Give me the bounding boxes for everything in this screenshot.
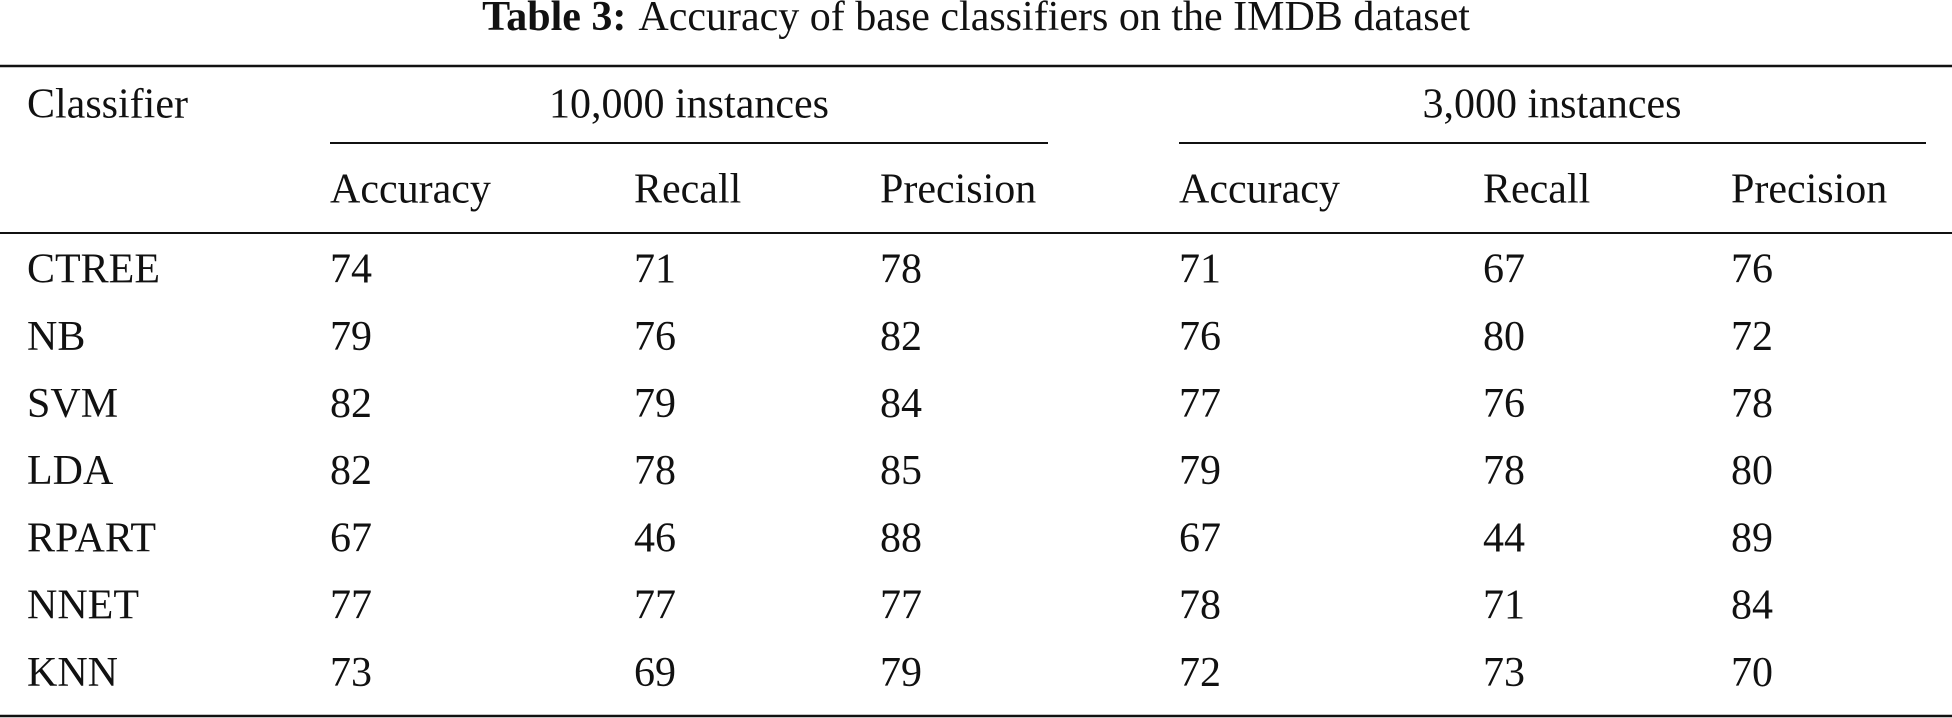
- group-header: 10,000 instances: [549, 82, 829, 128]
- column-header: Accuracy: [330, 167, 491, 213]
- cell: 71: [634, 247, 676, 293]
- cell: 73: [1483, 650, 1525, 696]
- cell: 82: [330, 381, 372, 427]
- cell: 84: [1731, 583, 1773, 629]
- cell: 78: [1483, 448, 1525, 494]
- cell: 76: [1483, 381, 1525, 427]
- caption: Table 3: Accuracy of base classifiers on …: [482, 0, 1470, 40]
- row-label: KNN: [27, 650, 118, 696]
- cell: 77: [634, 583, 676, 629]
- cell: 80: [1731, 448, 1773, 494]
- row-label: CTREE: [27, 247, 160, 293]
- cell: 67: [330, 515, 372, 561]
- cell: 77: [1179, 381, 1221, 427]
- cell: 46: [634, 515, 676, 561]
- cell: 76: [1179, 314, 1221, 360]
- cell: 89: [1731, 515, 1773, 561]
- column-header: Precision: [880, 167, 1036, 213]
- row-label: RPART: [27, 515, 156, 561]
- caption-text: Accuracy of base classifiers on the IMDB…: [638, 0, 1470, 40]
- cell: 78: [880, 247, 922, 293]
- cell: 88: [880, 515, 922, 561]
- cell: 67: [1483, 247, 1525, 293]
- cell: 78: [1179, 583, 1221, 629]
- column-header: Precision: [1731, 167, 1887, 213]
- caption-label: Table 3:: [482, 0, 626, 40]
- cell: 80: [1483, 314, 1525, 360]
- column-header: Recall: [1483, 167, 1590, 213]
- cell: 71: [1179, 247, 1221, 293]
- cell: 78: [1731, 381, 1773, 427]
- column-header: Accuracy: [1179, 167, 1340, 213]
- cell: 85: [880, 448, 922, 494]
- cell: 77: [330, 583, 372, 629]
- cell: 74: [330, 247, 372, 293]
- cell: 70: [1731, 650, 1773, 696]
- cell: 73: [330, 650, 372, 696]
- row-label: NNET: [27, 583, 139, 629]
- cell: 79: [330, 314, 372, 360]
- cell: 76: [1731, 247, 1773, 293]
- row-label: SVM: [27, 381, 118, 427]
- cell: 77: [880, 583, 922, 629]
- cell: 69: [634, 650, 676, 696]
- cell: 84: [880, 381, 922, 427]
- column-header: Recall: [634, 167, 741, 213]
- cell: 72: [1731, 314, 1773, 360]
- cell: 76: [634, 314, 676, 360]
- cell: 44: [1483, 515, 1525, 561]
- header-cell: Classifier: [27, 82, 188, 128]
- group-header: 3,000 instances: [1423, 82, 1682, 128]
- cell: 82: [880, 314, 922, 360]
- row-label: NB: [27, 314, 85, 360]
- cell: 67: [1179, 515, 1221, 561]
- cell: 82: [330, 448, 372, 494]
- cell: 71: [1483, 583, 1525, 629]
- cell: 79: [1179, 448, 1221, 494]
- cell: 78: [634, 448, 676, 494]
- cell: 79: [880, 650, 922, 696]
- cell: 79: [634, 381, 676, 427]
- cell: 72: [1179, 650, 1221, 696]
- row-label: LDA: [27, 448, 114, 494]
